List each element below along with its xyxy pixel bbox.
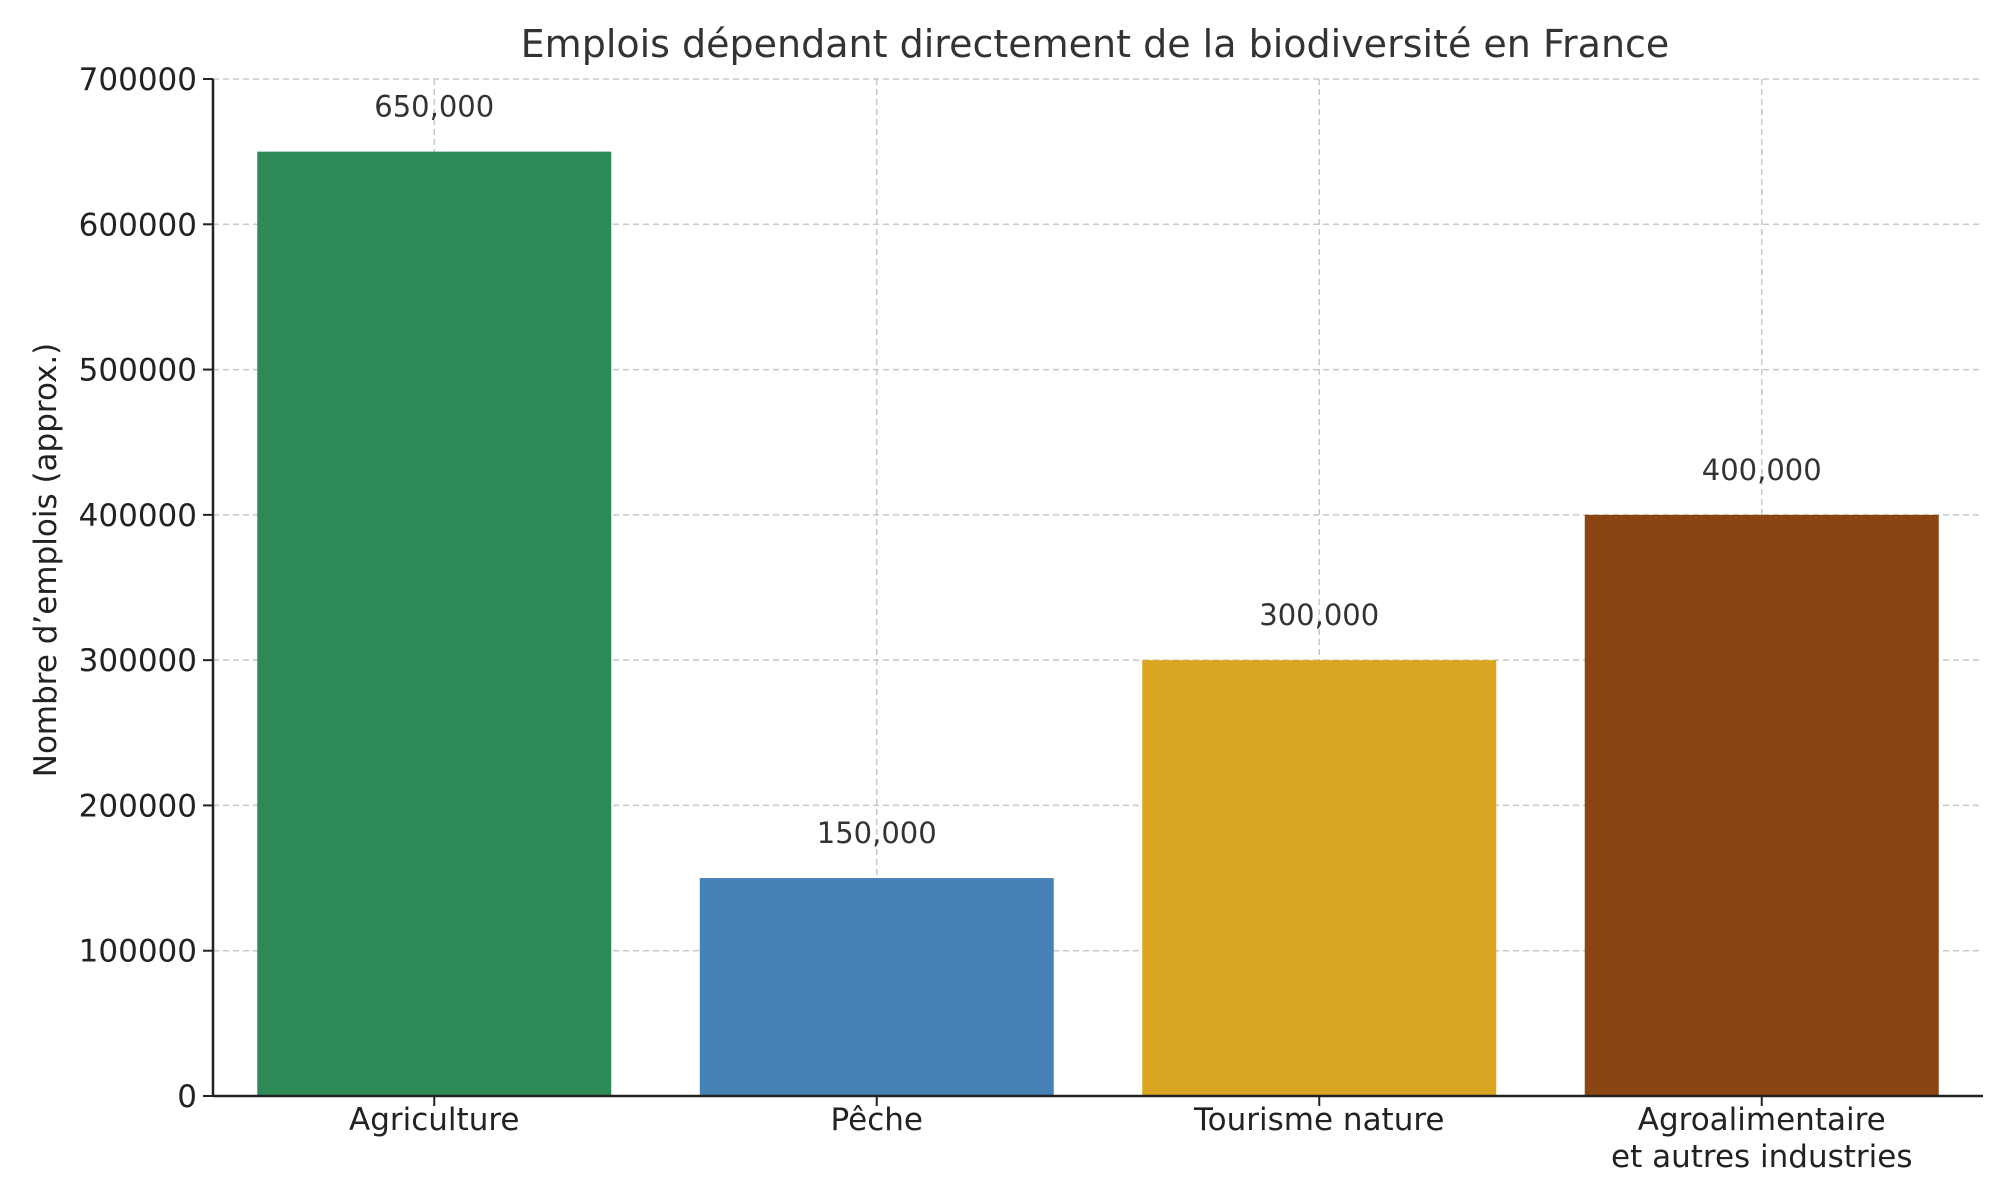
axes: 0 100000 200000 300000 400000 500000 600000 700… [79, 62, 1983, 1175]
y-tick-label: 400000 [79, 498, 197, 534]
bar [1142, 660, 1497, 1096]
x-tick-label: Agriculture [349, 1102, 520, 1138]
y-tick-label: 300000 [79, 643, 197, 679]
y-tick-label: 500000 [79, 353, 197, 389]
y-axis-label: Nombre d’emplois (approx.) [28, 343, 64, 778]
y-tick-label: 100000 [79, 934, 197, 970]
x-tick-label: Agroalimentaire [1638, 1102, 1886, 1138]
bar-value-label: 150,000 [817, 816, 937, 850]
data-labels: 650,000 150,000 300,000 400,000 [374, 90, 1821, 850]
chart-title: Emplois dépendant directement de la biod… [521, 22, 1670, 66]
bar [699, 878, 1054, 1096]
y-tick-label: 700000 [79, 62, 197, 98]
y-tick-label: 0 [177, 1079, 197, 1115]
bars [257, 151, 1939, 1097]
bar [257, 151, 612, 1097]
bar-value-label: 300,000 [1259, 598, 1379, 632]
y-tick-label: 200000 [79, 788, 197, 824]
bar-value-label: 650,000 [374, 90, 494, 124]
x-tick-label: Pêche [831, 1102, 923, 1138]
y-tick-label: 600000 [79, 207, 197, 243]
x-tick-label: Tourisme nature [1193, 1102, 1445, 1138]
bar [1584, 514, 1939, 1096]
bar-value-label: 400,000 [1702, 453, 1822, 487]
x-tick-label: et autres industries [1611, 1139, 1913, 1175]
